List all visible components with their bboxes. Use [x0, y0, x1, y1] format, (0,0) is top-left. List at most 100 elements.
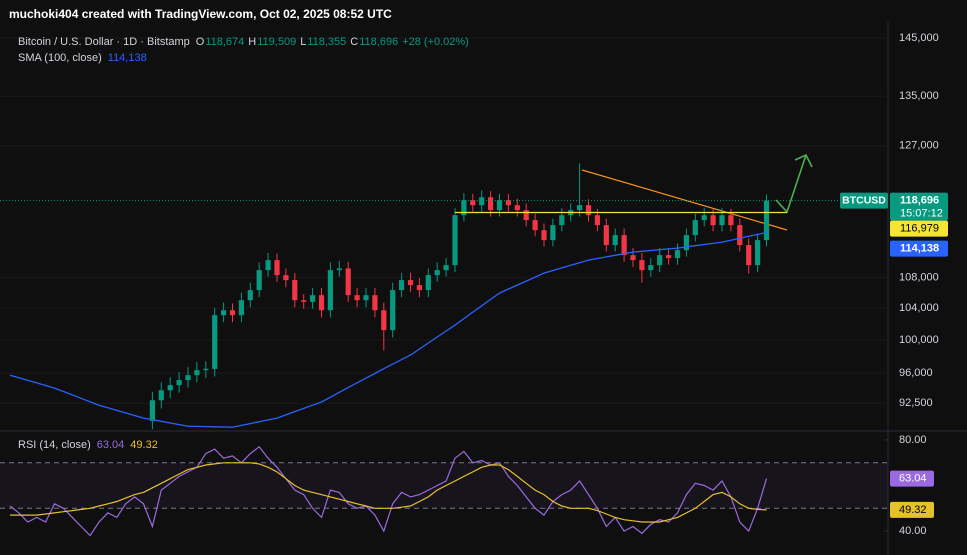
legend-text: SMA (100, close): [18, 52, 102, 64]
legend-text: 118,674: [205, 36, 244, 48]
candle-body: [185, 375, 191, 381]
candle-body: [710, 215, 716, 226]
candle-body: [603, 225, 609, 246]
arrow-head: [794, 153, 813, 168]
sma-tag: [890, 240, 948, 257]
rsi-tick-label: 80.00: [899, 434, 927, 446]
y-tick-label: 92,500: [899, 397, 933, 409]
candle-body: [755, 240, 761, 266]
candle-body: [666, 255, 672, 259]
last-price-label: 118,696: [900, 195, 939, 207]
candle-body: [550, 225, 556, 241]
candle-body: [310, 295, 316, 302]
candle-body: [612, 235, 618, 246]
sma-tag-label: 114,138: [900, 243, 939, 255]
candle-body: [283, 275, 289, 281]
symbol-label: BTCUSD: [842, 194, 886, 206]
candle-body: [648, 265, 654, 271]
candle-body: [639, 260, 645, 271]
candle-body: [345, 268, 351, 296]
candle-body: [158, 390, 164, 401]
candle-body: [354, 295, 360, 301]
countdown-label: 15:07:12: [900, 208, 943, 220]
level-label: 116,979: [900, 223, 939, 235]
legend-text: 118,696: [359, 36, 398, 48]
candle-body: [657, 255, 663, 266]
candle-body: [221, 310, 227, 316]
legend-text: O: [196, 36, 205, 48]
legend-text: 49.32: [130, 439, 158, 451]
candle-body: [683, 235, 689, 251]
legend-text: 118,355: [307, 36, 346, 48]
candle-body: [630, 255, 636, 261]
candle-body: [390, 290, 396, 331]
y-tick-label: 104,000: [899, 302, 939, 314]
candle-body: [488, 197, 494, 211]
candle-body: [194, 370, 200, 376]
sma-line: [9, 231, 767, 428]
rsi-tag-label: 63.04: [899, 473, 927, 485]
candle-body: [247, 290, 253, 301]
candle-body: [594, 215, 600, 226]
candle-body: [372, 295, 378, 311]
candle-body: [381, 310, 387, 331]
level-tag: [890, 220, 948, 237]
candle-body: [577, 205, 583, 211]
candle-body: [149, 400, 155, 421]
legend-text: Bitcoin / U.S. Dollar · 1D · Bitstamp: [18, 36, 190, 48]
candle-body: [496, 200, 503, 211]
candle-body: [737, 225, 743, 246]
candle-body: [265, 260, 271, 271]
candle-body: [674, 250, 681, 259]
candle-body: [461, 200, 467, 216]
candle-body: [318, 295, 325, 311]
candle-body: [621, 235, 627, 256]
y-tick-label: 96,000: [899, 367, 933, 379]
legend-text: RSI (14, close): [18, 439, 91, 451]
candle-body: [336, 268, 342, 271]
legend-text: +28 (+0.02%): [402, 36, 469, 48]
candle-body: [452, 215, 458, 266]
candle-body: [399, 280, 405, 291]
candle-body: [719, 215, 725, 226]
candle-body: [585, 205, 592, 216]
candle-body: [416, 285, 422, 291]
candle-body: [763, 200, 770, 241]
candle-body: [701, 215, 707, 221]
symbol-tag: [840, 192, 888, 209]
rsi-tag: [890, 501, 934, 518]
candle-body: [559, 215, 565, 226]
legend-text: 114,138: [108, 52, 147, 64]
candle-body: [746, 245, 752, 266]
legend-text: L: [300, 36, 306, 48]
header-text: muchoki404 created with TradingView.com,…: [9, 7, 392, 21]
candle-body: [238, 300, 244, 316]
y-tick-label: 100,000: [899, 334, 939, 346]
candle-body: [728, 215, 734, 226]
candle-body: [407, 280, 414, 286]
overlay: 145,000 135,000 127,000 108,000 104,000 100,0…: [18, 32, 948, 537]
candle-body: [292, 280, 298, 301]
candle-body: [212, 315, 218, 369]
legend-text: 119,509: [257, 36, 296, 48]
y-tick-label: 135,000: [899, 90, 939, 102]
rsi-pane: [0, 439, 888, 537]
candle-body: [301, 300, 307, 302]
trend-line: [581, 169, 788, 231]
candle-body: [229, 310, 236, 316]
candle-body: [470, 200, 476, 206]
candle-body: [692, 220, 698, 236]
candle-body: [505, 200, 511, 206]
legend-text: C: [350, 36, 358, 48]
candle-body: [256, 270, 262, 291]
candle-body: [203, 368, 209, 371]
legend-text: 63.04: [97, 439, 125, 451]
rsi-tag: [890, 470, 934, 487]
candle-body: [363, 295, 369, 301]
y-tick-label: 145,000: [899, 32, 939, 44]
rsi-band-fill: [0, 462, 888, 509]
candle-body: [425, 275, 431, 291]
candle-body: [167, 385, 173, 391]
price-pane: [0, 37, 888, 430]
